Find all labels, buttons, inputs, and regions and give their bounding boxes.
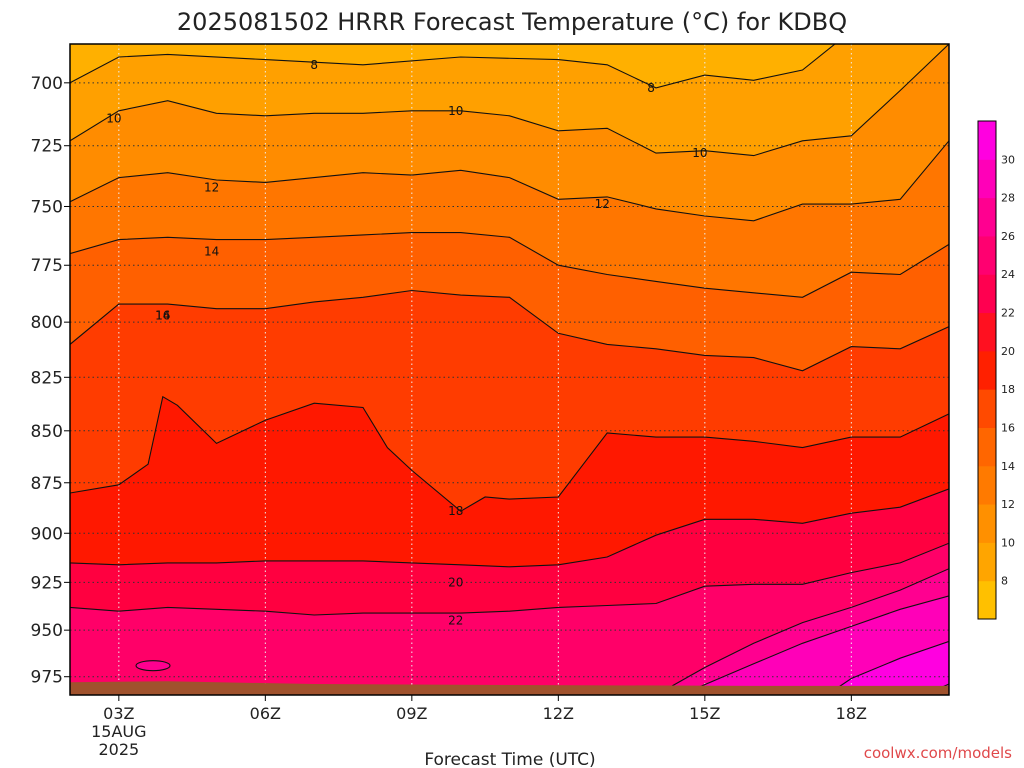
contour-label: 10 (104, 111, 124, 125)
contour-label: 12 (592, 197, 612, 211)
y-tick-label: 800 (31, 313, 63, 333)
y-tick-label: 775 (31, 256, 63, 276)
x-tick-label: 03Z (103, 704, 134, 723)
colorbar-swatch (978, 121, 996, 160)
contour-label-text: 18 (448, 504, 463, 518)
contour-label-text: 12 (595, 197, 610, 211)
contour-label: 18 (446, 504, 466, 518)
colorbar-swatch (978, 581, 996, 620)
y-tick-label: 875 (31, 474, 63, 494)
contour-label-text: 16 (155, 308, 170, 322)
x-tick-sublabel: 15AUG (91, 722, 146, 741)
contour-label: 10 (446, 104, 466, 118)
colorbar-swatch (978, 504, 996, 543)
temperature-bands (70, 31, 949, 700)
colorbar-swatch (978, 274, 996, 313)
x-axis-label: Forecast Time (UTC) (424, 750, 595, 768)
contour-label: 16 (153, 308, 173, 322)
colorbar-tick-label: 26 (1001, 230, 1015, 243)
y-tick-label: 950 (31, 621, 63, 641)
x-tick-sublabel: 2025 (98, 740, 139, 759)
colorbar-swatch (978, 236, 996, 275)
x-tick-label: 09Z (396, 704, 427, 723)
y-tick-label: 825 (31, 368, 63, 388)
contour-label: 22 (446, 614, 466, 628)
colorbar: 8 10 12 14 16 18 20 22 24 26 28 30 (978, 121, 1015, 620)
colorbar-swatch (978, 198, 996, 237)
y-axis: 700 725 750 775 800 825 850 875 900 925 950 975 (31, 74, 70, 688)
plot-area: 881010101212141416182022 (70, 31, 949, 700)
x-tick-label: 18Z (836, 704, 867, 723)
colorbar-swatch (978, 542, 996, 581)
colorbar-tick-label: 20 (1001, 345, 1015, 358)
y-tick-label: 975 (31, 668, 63, 688)
colorbar-tick-label: 14 (1001, 460, 1015, 473)
colorbar-tick-label: 24 (1001, 268, 1015, 281)
contour-label-text: 12 (204, 180, 219, 194)
colorbar-swatch (978, 466, 996, 505)
contour-label-text: 10 (106, 111, 121, 125)
contour-label-text: 10 (692, 146, 707, 160)
contour-label-text: 14 (204, 244, 219, 258)
y-tick-label: 925 (31, 573, 63, 593)
chart-title: 2025081502 HRRR Forecast Temperature (°C… (177, 8, 847, 36)
x-tick-label: 06Z (250, 704, 281, 723)
colorbar-swatch (978, 351, 996, 390)
contour-label: 14 (202, 244, 222, 258)
contour-label-text: 8 (310, 58, 318, 72)
colorbar-tick-label: 22 (1001, 307, 1015, 320)
colorbar-swatch (978, 389, 996, 428)
contour-label: 20 (446, 575, 466, 589)
y-tick-label: 900 (31, 524, 63, 544)
colorbar-swatch (978, 313, 996, 352)
contour-label: 12 (202, 180, 222, 194)
colorbar-tick-label: 30 (1001, 153, 1015, 166)
contour-label-text: 22 (448, 614, 463, 628)
y-tick-label: 700 (31, 74, 63, 94)
colorbar-tick-label: 10 (1001, 536, 1015, 549)
colorbar-swatch (978, 159, 996, 198)
credit-text: coolwx.com/models (864, 744, 1012, 762)
y-tick-label: 850 (31, 422, 63, 442)
contour-24-pocket (136, 661, 170, 671)
colorbar-tick-label: 12 (1001, 498, 1015, 511)
y-tick-label: 725 (31, 137, 63, 157)
contour-label: 8 (308, 58, 320, 72)
x-tick-label: 12Z (543, 704, 574, 723)
contour-label-text: 8 (647, 81, 655, 95)
colorbar-tick-label: 16 (1001, 421, 1015, 434)
y-tick-label: 750 (31, 197, 63, 217)
colorbar-swatch (978, 427, 996, 466)
colorbar-tick-label: 28 (1001, 192, 1015, 205)
contour-label: 10 (690, 146, 710, 160)
contour-label-text: 10 (448, 104, 463, 118)
colorbar-tick-label: 8 (1001, 575, 1008, 588)
colorbar-tick-label: 18 (1001, 383, 1015, 396)
x-tick-label: 15Z (689, 704, 720, 723)
contour-label: 8 (645, 81, 657, 95)
contour-label-text: 20 (448, 575, 463, 589)
